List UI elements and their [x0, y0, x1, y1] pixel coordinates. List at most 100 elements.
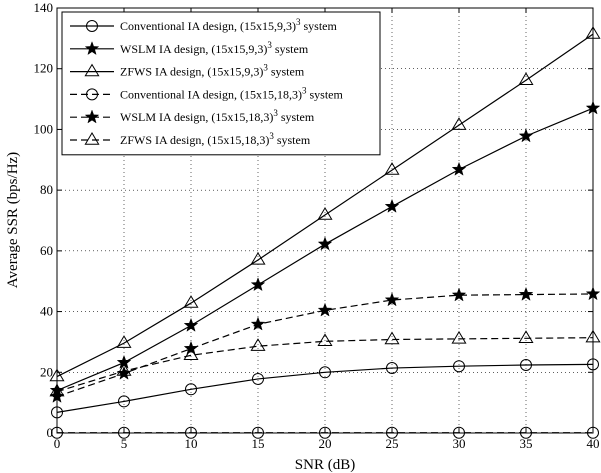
data-point	[518, 286, 534, 301]
series-6	[49, 329, 601, 397]
legend-marker	[84, 63, 100, 77]
data-point	[183, 347, 199, 360]
data-point	[453, 426, 465, 439]
data-point	[518, 330, 534, 343]
legend-label: Conventional IA design, (15x15,9,3)3 sys…	[120, 17, 337, 33]
x-tick-label: 35	[520, 436, 533, 451]
data-point	[51, 406, 63, 419]
legend-label: ZFWS IA design, (15x15,9,3)3 system	[120, 63, 305, 79]
data-point	[319, 366, 331, 379]
y-tick-label: 120	[34, 61, 54, 76]
data-point	[252, 426, 264, 439]
axis-ticks: 0 5 10 15 20 25 30 35 40 0 20 40 60 80 100 120 140	[34, 0, 600, 451]
data-point	[252, 372, 264, 385]
series-4	[51, 426, 599, 439]
data-point	[51, 426, 63, 439]
data-point	[451, 287, 467, 302]
data-point	[116, 363, 132, 376]
legend-box	[61, 11, 381, 156]
data-point	[384, 162, 400, 175]
series-line	[56, 337, 594, 393]
series-3	[49, 26, 601, 382]
x-tick-label: 40	[587, 436, 600, 451]
data-point	[585, 26, 601, 39]
legend-item: Conventional IA design, (15x15,18,3)3 sy…	[70, 85, 343, 101]
y-tick-label: 40	[40, 304, 53, 319]
legend-label: ZFWS IA design, (15x15,18,3)3 system	[120, 131, 311, 147]
data-point	[183, 317, 199, 332]
data-point	[317, 207, 333, 220]
data-point	[250, 251, 266, 265]
legend-label: WSLM IA design, (15x15,18,3)3 system	[120, 108, 315, 124]
x-tick-label: 5	[121, 436, 128, 451]
data-point	[384, 198, 400, 213]
y-tick-label: 100	[34, 121, 54, 136]
data-point	[118, 426, 130, 439]
data-point	[451, 117, 467, 130]
data-point	[585, 286, 601, 301]
data-point	[49, 368, 65, 382]
legend-item: WSLM IA design, (15x15,9,3)3 system	[70, 40, 309, 56]
legend-marker	[86, 20, 98, 32]
data-point	[518, 72, 534, 85]
data-point	[317, 236, 333, 251]
data-point	[116, 365, 132, 380]
data-point	[250, 338, 266, 351]
x-tick-label: 0	[54, 436, 61, 451]
legend-item: ZFWS IA design, (15x15,9,3)3 system	[70, 63, 305, 79]
x-axis-label: SNR (dB)	[295, 457, 355, 473]
data-point	[585, 329, 601, 343]
legend-item: Conventional IA design, (15x15,9,3)3 sys…	[70, 17, 337, 33]
legend-marker	[84, 41, 100, 56]
data-point	[384, 331, 400, 345]
data-point	[185, 426, 197, 439]
y-tick-label: 20	[40, 364, 53, 379]
data-point	[585, 100, 601, 115]
data-point	[453, 360, 465, 373]
data-point	[116, 354, 132, 369]
series-1	[51, 358, 599, 419]
legend: Conventional IA design, (15x15,9,3)3 sys…	[61, 11, 381, 156]
data-point	[185, 383, 197, 396]
data-point	[386, 362, 398, 375]
data-point	[451, 330, 467, 344]
y-axis-label: Average SSR (bps/Hz)	[5, 152, 21, 288]
data-point	[250, 316, 266, 331]
legend-marker	[86, 88, 98, 101]
data-point	[183, 295, 199, 308]
y-tick-label: 0	[47, 425, 54, 440]
series-line	[56, 33, 594, 378]
data-point	[317, 302, 333, 317]
x-tick-label: 30	[453, 436, 466, 451]
legend-item: ZFWS IA design, (15x15,18,3)3 system	[70, 131, 311, 147]
legend-label: Conventional IA design, (15x15,18,3)3 sy…	[120, 85, 343, 101]
data-point	[250, 277, 266, 292]
y-tick-label: 140	[34, 0, 54, 15]
data-point	[384, 292, 400, 307]
data-point	[386, 426, 398, 439]
x-tick-label: 15	[252, 436, 265, 451]
data-point	[116, 335, 132, 348]
data-point	[587, 426, 599, 439]
data-point	[317, 333, 333, 347]
data-point	[520, 359, 532, 371]
data-point	[118, 395, 130, 408]
data-point	[49, 383, 65, 397]
legend-label: WSLM IA design, (15x15,9,3)3 system	[120, 40, 309, 56]
series-line	[56, 363, 594, 413]
legend-marker	[84, 132, 100, 145]
data-point	[451, 161, 467, 176]
x-tick-label: 20	[319, 436, 332, 451]
series-group	[49, 26, 601, 439]
data-point	[587, 358, 599, 371]
legend-item: WSLM IA design, (15x15,18,3)3 system	[70, 108, 315, 124]
y-tick-label: 60	[40, 243, 53, 258]
x-tick-label: 25	[386, 436, 399, 451]
y-tick-label: 80	[40, 182, 53, 197]
legend-marker	[84, 109, 100, 124]
data-point	[319, 426, 331, 439]
data-point	[518, 128, 534, 143]
x-tick-label: 10	[185, 436, 198, 451]
